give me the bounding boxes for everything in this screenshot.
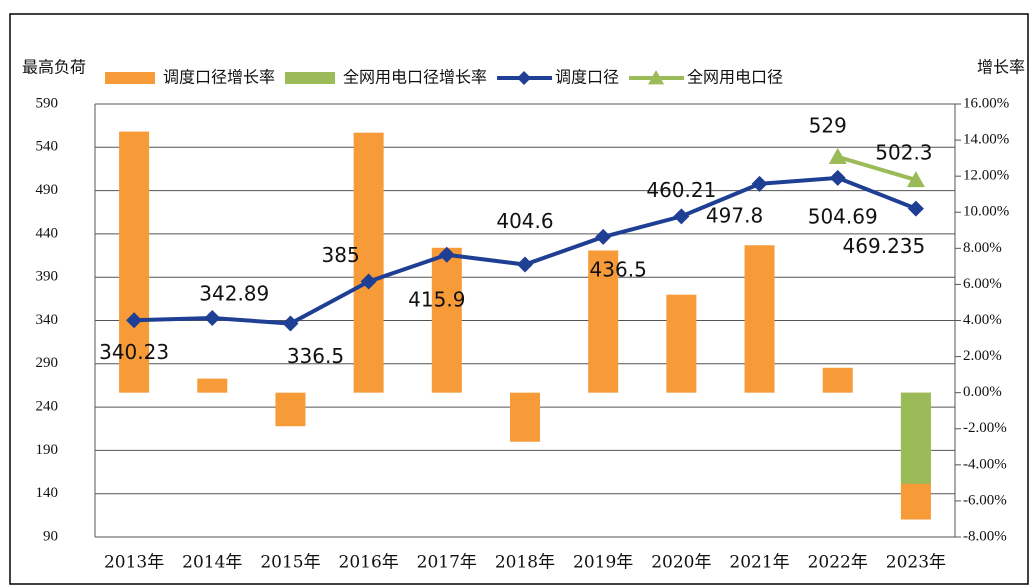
y-tick-label: 490 [36, 182, 59, 198]
x-tick-label: 2017年 [417, 553, 477, 573]
bar [275, 392, 306, 427]
marker [360, 273, 377, 290]
y-axis-label: 最高负荷 [22, 58, 86, 77]
y2-tick-label: 14.00% [963, 132, 1009, 148]
y-tick-label: 140 [36, 485, 59, 501]
y-tick-label: 340 [36, 312, 59, 328]
marker [906, 170, 925, 188]
bar [197, 378, 228, 393]
data-label: 336.5 [287, 344, 344, 368]
y-tick-label: 240 [36, 399, 59, 415]
line [837, 154, 917, 182]
y-tick-label: 190 [36, 442, 59, 458]
y-tick-label: 440 [36, 225, 59, 241]
y-tick-label: 390 [36, 269, 59, 285]
legend-swatch [105, 72, 155, 84]
data-label: 415.9 [408, 287, 465, 311]
marker [595, 228, 612, 245]
data-label: 502.3 [875, 140, 932, 164]
bar [353, 132, 384, 393]
legend-label: 全网用电口径增长率 [343, 68, 487, 87]
y2-tick-label: 8.00% [963, 240, 1002, 256]
x-tick-label: 2018年 [495, 553, 555, 573]
y-tick-label: 290 [36, 355, 59, 371]
x-tick-label: 2015年 [260, 553, 320, 573]
x-tick-label: 2019年 [573, 553, 633, 573]
legend-label: 全网用电口径 [687, 68, 783, 87]
data-label: 342.89 [199, 281, 269, 305]
marker [126, 312, 143, 329]
y2-tick-label: 4.00% [963, 312, 1002, 328]
legend-swatch [648, 70, 665, 85]
marker [438, 246, 455, 263]
marker [828, 147, 847, 165]
frame [9, 13, 1029, 585]
x-tick-label: 2022年 [808, 553, 868, 573]
marker [282, 315, 299, 332]
y2-tick-label: -4.00% [963, 456, 1007, 472]
x-tick-label: 2021年 [729, 553, 789, 573]
data-label: 385 [322, 243, 360, 267]
data-label: 460.21 [646, 178, 716, 202]
marker [204, 309, 221, 326]
x-tick-label: 2013年 [104, 553, 164, 573]
data-label: 469.235 [843, 234, 926, 258]
marker [751, 175, 768, 192]
y2-tick-label: 12.00% [963, 168, 1009, 184]
x-tick-label: 2016年 [339, 553, 399, 573]
bar [510, 392, 540, 442]
y2-tick-label: 16.00% [963, 95, 1009, 111]
y2-tick-label: -8.00% [963, 528, 1007, 544]
y2-tick-label: 10.00% [963, 204, 1009, 220]
y-tick-label: 540 [36, 139, 59, 155]
y-tick-label: 90 [43, 528, 58, 544]
x-tick-label: 2020年 [651, 553, 711, 573]
marker [517, 256, 533, 273]
bar [431, 247, 462, 393]
x-tick-label: 2023年 [886, 553, 946, 573]
y2-tick-label: 6.00% [963, 276, 1002, 292]
bar [744, 245, 775, 393]
data-label: 436.5 [590, 257, 647, 281]
data-label: 504.69 [808, 204, 878, 228]
data-label: 340.23 [99, 340, 169, 364]
bar [119, 131, 150, 393]
data-label: 404.6 [496, 209, 553, 233]
y-tick-label: 590 [36, 95, 59, 111]
data-label: 497.8 [706, 203, 763, 227]
marker [673, 208, 690, 225]
y2-axis-label: 增长率 [977, 58, 1025, 77]
legend-swatch [285, 72, 336, 84]
marker [907, 200, 924, 217]
marker [829, 169, 846, 186]
y2-tick-label: 2.00% [963, 348, 1002, 364]
x-tick-label: 2014年 [182, 553, 242, 573]
bar [822, 367, 853, 393]
legend-swatch [517, 71, 532, 85]
data-label: 529 [809, 113, 847, 137]
legend-label: 调度口径 [555, 68, 619, 87]
legend-label: 调度口径增长率 [163, 68, 275, 87]
bar [666, 294, 697, 393]
y2-tick-label: 0.00% [963, 384, 1002, 400]
y2-tick-label: -2.00% [963, 420, 1007, 436]
bar [588, 250, 619, 393]
y2-tick-label: -6.00% [963, 492, 1007, 508]
bar [900, 392, 931, 484]
